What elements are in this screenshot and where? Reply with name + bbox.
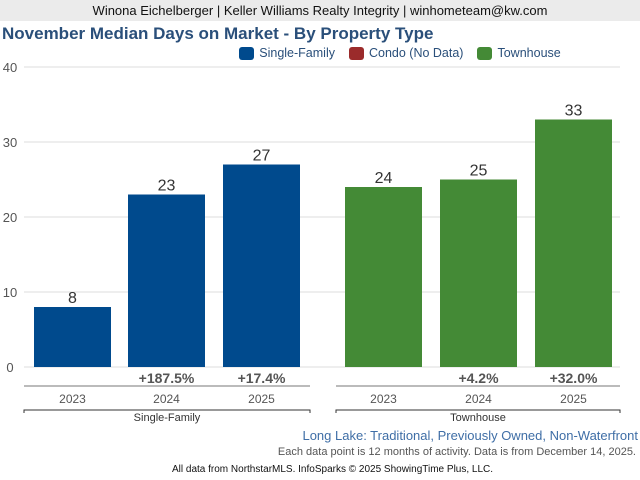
legend-item-townhouse[interactable]: Townhouse: [477, 46, 561, 60]
data-label: 27: [253, 148, 271, 165]
change-label: +17.4%: [238, 370, 286, 386]
bar[interactable]: [440, 179, 517, 368]
chart-title: November Median Days on Market - By Prop…: [2, 24, 434, 43]
legend-label: Condo (No Data): [368, 46, 464, 60]
bar[interactable]: [34, 307, 111, 367]
group-label: Single-Family: [134, 412, 201, 424]
legend-swatch-condo: [348, 46, 364, 60]
bar[interactable]: [345, 187, 422, 367]
bar[interactable]: [535, 119, 612, 368]
bar[interactable]: [128, 194, 205, 368]
data-label: 23: [158, 178, 176, 195]
x-tick-label: 2024: [465, 392, 492, 406]
data-label: 24: [375, 170, 393, 187]
legend-item-condo[interactable]: Condo (No Data): [348, 46, 464, 60]
source-credit: All data from NorthstarMLS. InfoSparks ©…: [172, 464, 494, 475]
y-tick-label: 20: [3, 210, 17, 225]
change-label: +32.0%: [550, 370, 598, 386]
x-tick-label: 2025: [248, 392, 275, 406]
y-tick-label: 40: [3, 60, 17, 75]
legend-label: Townhouse: [497, 46, 561, 60]
x-tick-label: 2023: [370, 392, 397, 406]
agent-contact-text: Winona Eichelberger | Keller Williams Re…: [92, 3, 548, 18]
area-filter-label: Long Lake: Traditional, Previously Owned…: [302, 428, 638, 443]
change-label: +187.5%: [139, 370, 195, 386]
legend-swatch-single-family: [239, 46, 255, 60]
y-tick-label: 30: [3, 135, 17, 150]
agent-contact-bar: Winona Eichelberger | Keller Williams Re…: [0, 0, 640, 21]
x-tick-label: 2025: [560, 392, 587, 406]
x-tick-label: 2024: [153, 392, 180, 406]
group-label: Townhouse: [450, 412, 506, 424]
chart-legend: Single-Family Condo (No Data) Townhouse: [0, 46, 640, 60]
legend-item-single-family[interactable]: Single-Family: [79, 46, 335, 60]
data-note: Each data point is 12 months of activity…: [277, 446, 636, 458]
data-label: 8: [68, 290, 77, 307]
data-label: 33: [565, 103, 583, 120]
legend-label: Single-Family: [259, 46, 335, 60]
change-label: +4.2%: [458, 370, 499, 386]
data-label: 25: [470, 163, 488, 180]
bar[interactable]: [223, 164, 300, 368]
legend-swatch-townhouse: [477, 46, 493, 60]
y-tick-label: 10: [3, 285, 17, 300]
x-tick-label: 2023: [59, 392, 86, 406]
group-bracket: [335, 409, 621, 413]
y-tick-label: 0: [6, 360, 13, 375]
group-bracket: [23, 409, 311, 413]
